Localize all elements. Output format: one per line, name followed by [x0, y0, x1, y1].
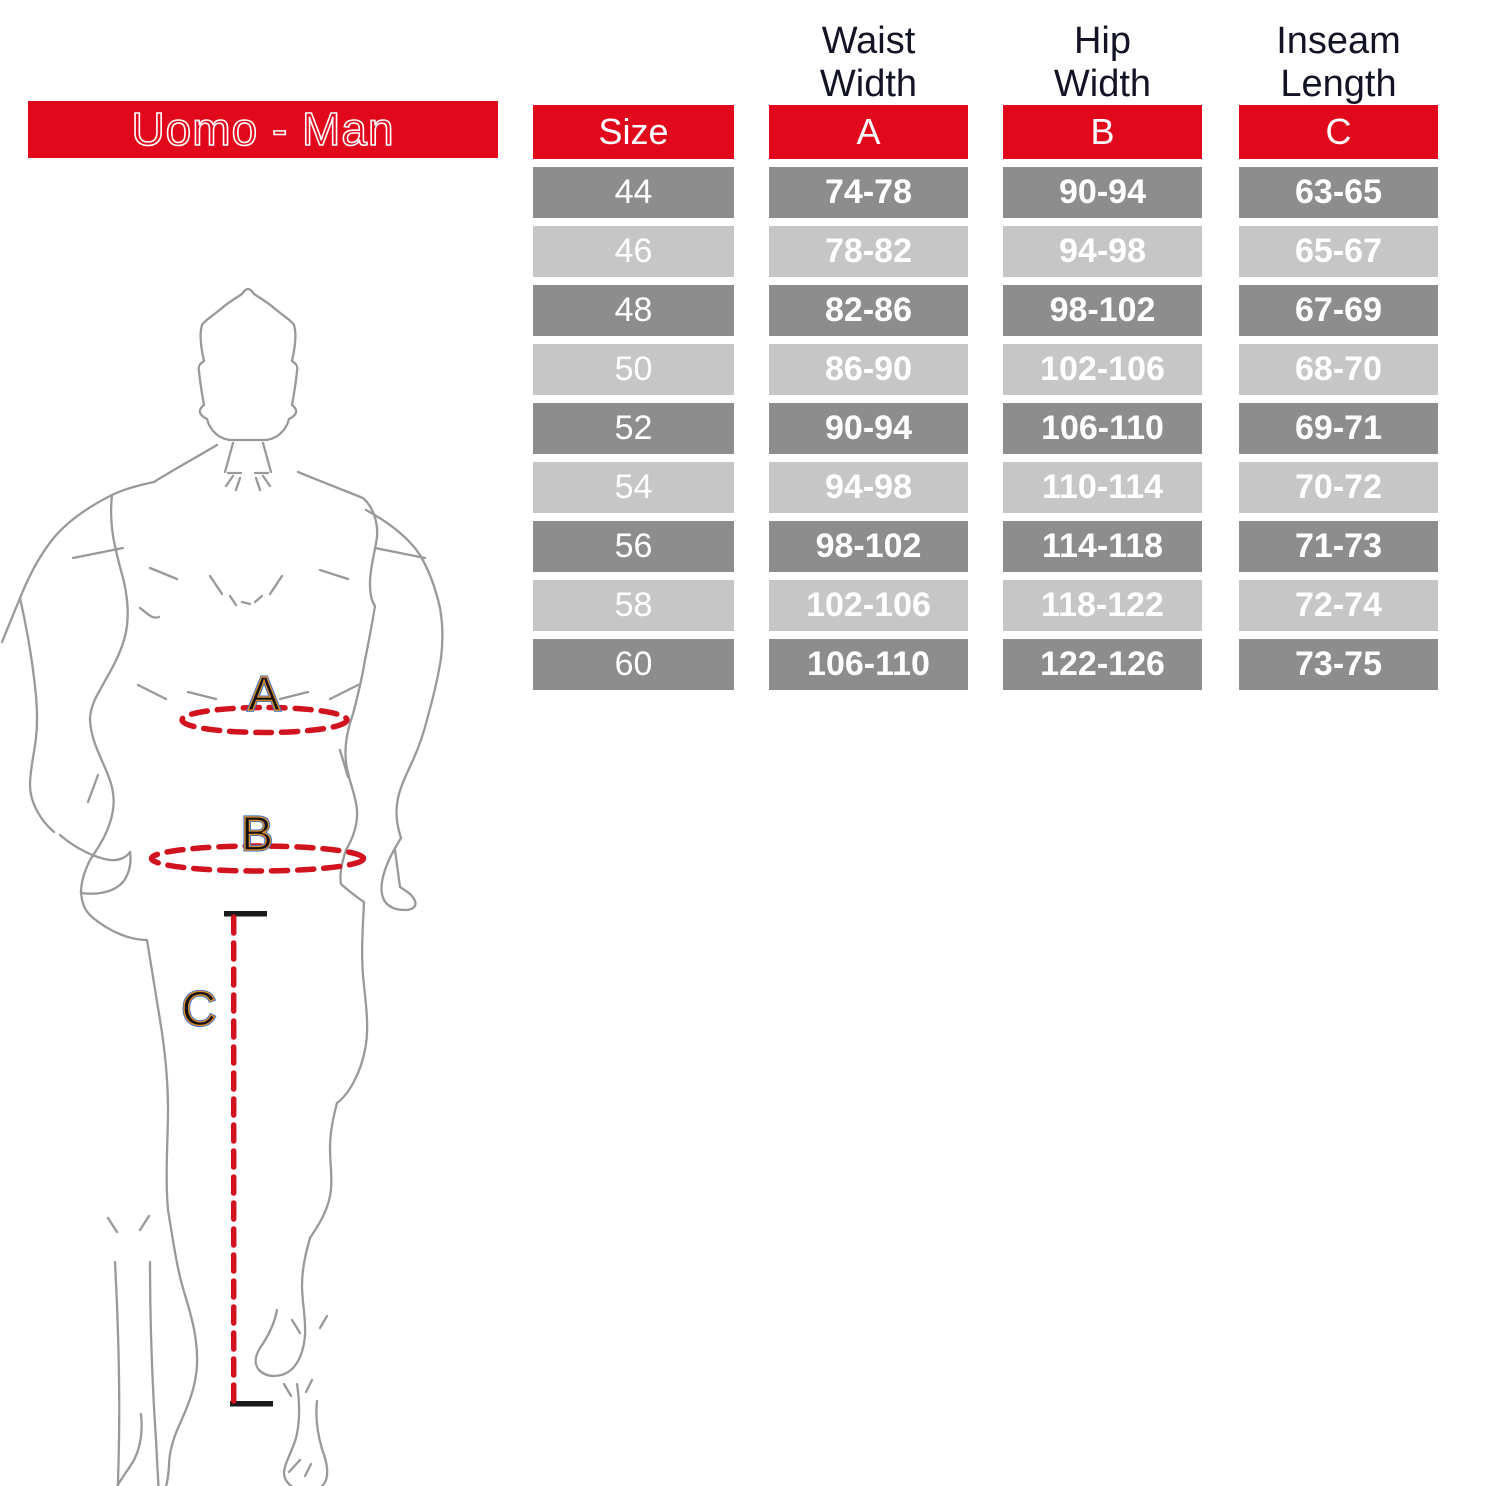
svg-text:C: C [182, 983, 217, 1036]
svg-text:B: B [241, 808, 273, 861]
svg-text:A: A [248, 668, 280, 721]
